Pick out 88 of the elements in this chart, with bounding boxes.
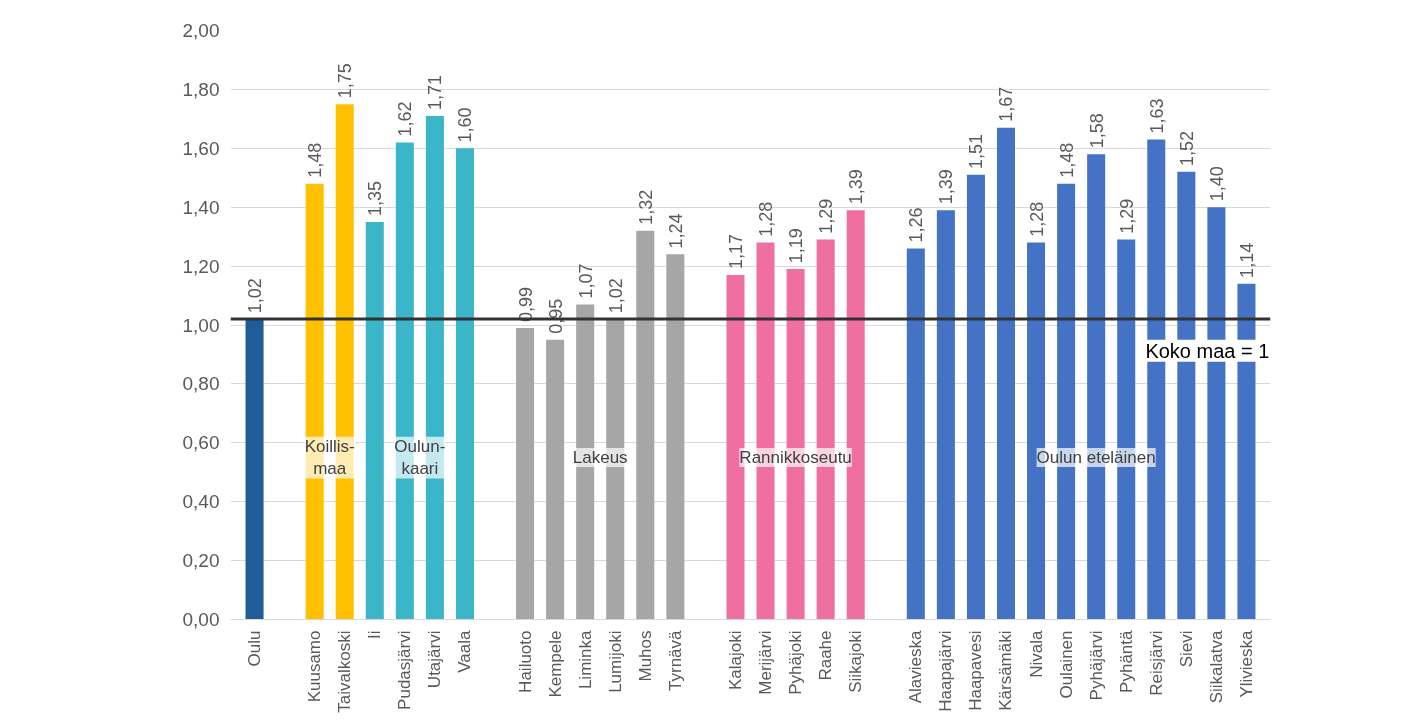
x-tick-label: Pyhäjoki [786,630,806,695]
x-tick-label: Ii [365,630,385,639]
y-tick-label: 0,80 [182,373,220,395]
x-tick-label: Kempele [545,630,565,698]
bar [245,319,264,620]
x-tick-label: Siikajoki [846,630,866,693]
y-tick-label: 1,00 [182,314,220,336]
data-label: 1,28 [1026,201,1047,237]
x-tick-label: Pyhäjärvi [1086,630,1106,701]
data-label: 1,39 [846,169,867,205]
x-tick-label: Hailuoto [515,630,535,693]
x-tick-label: Vaala [455,629,475,673]
data-label: 1,19 [786,228,807,264]
x-tick-label: Ylivieska [1236,629,1256,698]
x-tick-label: Lumijoki [605,630,625,693]
bar [365,221,384,620]
bar [996,127,1016,620]
data-label: 1,32 [635,189,656,225]
x-tick-label: Pyhäntä [1116,629,1136,693]
data-label: 1,39 [936,169,957,205]
x-tick-label: Tyrnävä [665,629,685,691]
x-tick-label: Reisjärvi [1146,630,1166,696]
bar [636,230,655,620]
x-tick-label: Merijärvi [756,630,776,695]
x-tick-label: Raahe [816,630,836,681]
data-label: 1,51 [966,133,987,169]
data-label: 1,29 [816,198,837,234]
ref-line-label: Koko maa = 1 [1145,339,1270,362]
x-tick-label: Haapajärvi [936,630,956,712]
data-label: 1,02 [605,278,626,314]
data-label: 1,62 [395,101,416,137]
bar [936,210,955,620]
data-label: 1,29 [1116,198,1137,234]
y-tick-label: 1,20 [182,255,220,277]
bar [906,248,925,620]
x-tick-label: Utajärvi [425,630,445,689]
y-tick-label: 1,80 [182,78,220,100]
data-label: 1,07 [575,263,596,299]
y-tick-label: 0,00 [182,609,220,630]
x-tick-label: Liminka [575,629,595,690]
data-label: 1,24 [665,213,686,249]
x-tick-label: Oulainen [1056,630,1076,699]
x-tick-label: Taivalkoski [335,630,355,713]
x-tick-label: Kärsämäki [996,630,1016,711]
x-tick-label: Kuusamo [305,630,325,703]
y-tick-label: 0,20 [182,550,220,572]
x-tick-label: Oulu [245,630,265,667]
data-label: 1,67 [996,86,1017,122]
annotation: Oulun eteläinen [1036,448,1156,468]
bar [966,174,985,620]
data-label: 1,75 [335,63,356,99]
annotation: Rannikkoseutu [739,448,852,468]
bar [546,339,565,620]
data-label: 1,63 [1146,98,1167,134]
x-tick-label: Nivala [1026,629,1046,678]
bar [455,148,474,620]
annotation: Lakeus [572,448,628,468]
data-label: 1,02 [245,278,266,314]
y-tick-label: 1,60 [182,137,220,159]
x-tick-label: Sievi [1176,630,1196,668]
x-tick-label: Siikalatva [1206,629,1226,704]
data-label: 1,48 [305,142,326,178]
annotation: Oulun- kaari [394,436,446,479]
annotation: Koillis- maa [304,436,355,479]
data-label: 0,95 [545,298,566,334]
data-label: 1,28 [756,201,777,237]
data-label: 1,35 [365,180,386,217]
data-label: 1,52 [1176,130,1197,166]
bar [516,327,535,620]
y-tick-label: 2,00 [182,20,220,41]
bar [1237,283,1256,620]
data-label: 1,71 [425,74,446,111]
y-tick-label: 1,40 [182,196,220,218]
x-tick-label: Alavieska [906,629,926,704]
x-tick-label: Kalajoki [725,630,745,691]
y-tick-label: 0,60 [182,432,220,454]
data-label: 1,14 [1236,242,1257,278]
data-label: 1,48 [1056,142,1077,178]
x-tick-label: Pudasjärvi [395,630,415,710]
y-tick-label: 0,40 [182,491,220,513]
data-label: 1,40 [1206,166,1227,202]
x-tick-label: Muhos [635,630,655,682]
data-label: 1,17 [725,234,746,270]
x-tick-label: Haapavesi [966,630,986,711]
data-label: 1,60 [455,107,476,143]
bar [666,254,685,620]
data-label: 1,26 [906,207,927,243]
data-label: 1,58 [1086,113,1107,149]
